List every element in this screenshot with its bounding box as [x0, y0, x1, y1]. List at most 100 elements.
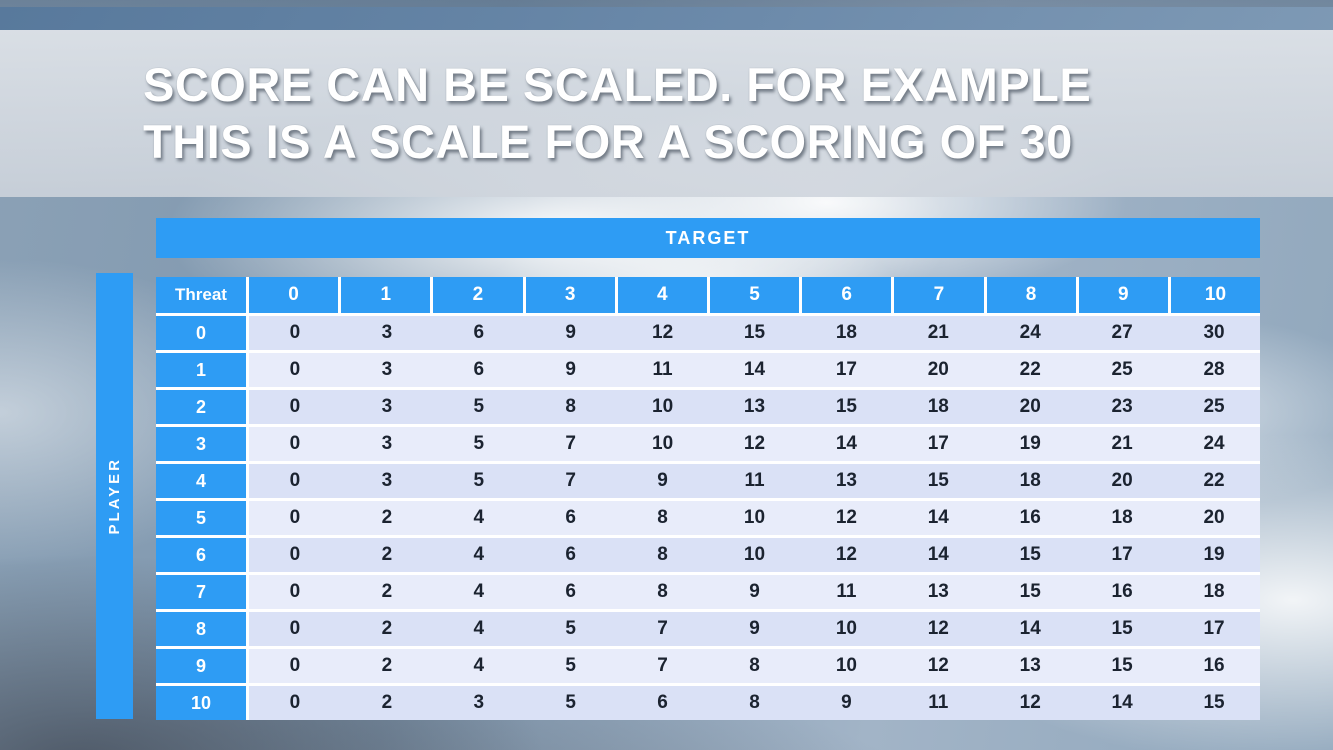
score-values-band: 0 3 5 7 10 12 14 17 19 21 24: [249, 427, 1260, 461]
score-values-band: 0 3 5 8 10 13 15 18 20 23 25: [249, 390, 1260, 424]
score-cell-t9-c9: 15: [1111, 655, 1133, 676]
threat-row-header-0: 0: [156, 316, 246, 350]
score-cell-t0-c8: 24: [1019, 322, 1041, 343]
score-values-band: 0 2 4 6 8 9 11 13 15 16 18: [249, 575, 1260, 609]
score-values-band: 0 3 5 7 9 11 13 15 18 20 22: [249, 464, 1260, 498]
score-cell-t0-c10: 30: [1203, 322, 1225, 343]
score-values-band: 0 3 6 9 12 15 18 21 24 27 30: [249, 316, 1260, 350]
score-cell-t7-c10: 18: [1203, 581, 1225, 602]
score-cell-t7-c7: 13: [927, 581, 949, 602]
score-cell-t1-c10: 28: [1203, 359, 1225, 380]
score-grid: Threat 0 1 2 3 4 5 6 7 8 9 10 0 0 3 6 9 12 15 18 21 24 27 30 1 0 3…: [156, 277, 1261, 720]
score-cell-t5-c10: 20: [1203, 507, 1225, 528]
score-cell-t0-c5: 15: [743, 322, 766, 343]
threat-row-header-10: 10: [156, 686, 246, 720]
score-cell-t5-c5: 10: [743, 507, 766, 528]
score-values-band: 0 2 4 5 7 9 10 12 14 15 17: [249, 612, 1260, 646]
score-cell-t5-c4: 8: [657, 507, 668, 528]
score-cell-t3-c10: 24: [1203, 433, 1225, 454]
score-cell-t0-c6: 18: [835, 322, 857, 343]
threat-row-header-8: 8: [156, 612, 246, 646]
score-cell-t10-c2: 3: [473, 692, 485, 713]
score-cell-t8-c10: 17: [1203, 618, 1225, 639]
score-cell-t1-c8: 22: [1019, 359, 1041, 380]
score-cell-t4-c1: 3: [381, 470, 393, 491]
score-cell-t9-c3: 5: [565, 655, 576, 676]
target-col-header-6: 6: [802, 277, 892, 313]
threat-row-header-5: 5: [156, 501, 246, 535]
score-cell-t0-c0: 0: [289, 322, 301, 343]
score-cell-t3-c2: 5: [473, 433, 485, 454]
score-cell-t7-c2: 4: [473, 581, 485, 602]
score-cell-t4-c2: 5: [473, 470, 485, 491]
score-cell-t6-c9: 17: [1111, 544, 1133, 565]
score-cell-t3-c4: 10: [652, 433, 674, 454]
score-cell-t6-c8: 15: [1019, 544, 1041, 565]
score-cell-t7-c4: 8: [657, 581, 668, 602]
score-cell-t3-c3: 7: [565, 433, 576, 454]
score-cell-t10-c7: 11: [928, 692, 949, 713]
target-col-header-9: 9: [1078, 277, 1168, 313]
score-cell-t2-c1: 3: [381, 396, 393, 417]
target-col-header-7: 7: [894, 277, 984, 313]
score-cell-t3-c5: 12: [743, 433, 766, 454]
table-row-threat-4: 4 0 3 5 7 9 11 13 15 18 20 22: [156, 464, 1260, 498]
threat-row-header-4: 4: [156, 464, 246, 498]
score-cell-t9-c5: 8: [749, 655, 760, 676]
score-cell-t4-c3: 7: [565, 470, 576, 491]
score-cell-t2-c10: 25: [1203, 396, 1225, 417]
score-cell-t6-c6: 12: [835, 544, 857, 565]
table-header-row: Threat 0 1 2 3 4 5 6 7 8 9 10: [156, 277, 1261, 313]
score-cell-t4-c6: 13: [835, 470, 857, 491]
score-cell-t3-c6: 14: [835, 433, 857, 454]
score-cell-t10-c10: 15: [1203, 692, 1225, 713]
table-row-threat-10: 10 0 2 3 5 6 8 9 11 12 14 15: [156, 686, 1260, 720]
score-cell-t2-c3: 8: [565, 396, 576, 417]
score-cell-t6-c7: 14: [927, 544, 949, 565]
player-axis-label: PLAYER: [106, 457, 123, 535]
score-values-band: 0 3 6 9 11 14 17 20 22 25 28: [249, 353, 1260, 387]
score-cell-t0-c1: 3: [381, 322, 393, 343]
score-cell-t6-c1: 2: [381, 544, 393, 565]
score-cell-t6-c2: 4: [473, 544, 485, 565]
table-row-threat-1: 1 0 3 6 9 11 14 17 20 22 25 28: [156, 353, 1260, 387]
score-cell-t10-c5: 8: [749, 692, 760, 713]
target-axis-header: TARGET: [156, 218, 1260, 258]
score-cell-t10-c9: 14: [1111, 692, 1133, 713]
score-cell-t3-c8: 19: [1019, 433, 1041, 454]
target-axis-label: TARGET: [665, 227, 751, 248]
score-cell-t2-c9: 23: [1111, 396, 1133, 417]
score-cell-t4-c9: 20: [1111, 470, 1133, 491]
score-cell-t2-c5: 13: [743, 396, 766, 417]
table-row-threat-5: 5 0 2 4 6 8 10 12 14 16 18 20: [156, 501, 1260, 535]
score-cell-t0-c9: 27: [1111, 322, 1133, 343]
score-cell-t8-c9: 15: [1111, 618, 1133, 639]
score-values-band: 0 2 4 6 8 10 12 14 15 17 19: [249, 538, 1260, 572]
score-cell-t4-c4: 9: [657, 470, 668, 491]
score-cell-t1-c0: 0: [289, 359, 301, 380]
score-cell-t8-c6: 10: [835, 618, 857, 639]
score-cell-t5-c1: 2: [381, 507, 393, 528]
score-cell-t6-c10: 19: [1203, 544, 1225, 565]
threat-row-header-3: 3: [156, 427, 246, 461]
score-cell-t9-c1: 2: [381, 655, 393, 676]
score-cell-t5-c7: 14: [927, 507, 949, 528]
score-cell-t1-c9: 25: [1111, 359, 1133, 380]
score-cell-t8-c1: 2: [381, 618, 393, 639]
score-cell-t1-c5: 14: [743, 359, 766, 380]
table-row-threat-0: 0 0 3 6 9 12 15 18 21 24 27 30: [156, 316, 1260, 350]
score-cell-t5-c3: 6: [565, 507, 576, 528]
score-cell-t4-c10: 22: [1203, 470, 1225, 491]
score-cell-t1-c4: 11: [652, 359, 673, 380]
score-cell-t3-c1: 3: [381, 433, 393, 454]
score-cell-t5-c2: 4: [473, 507, 485, 528]
score-cell-t4-c5: 11: [744, 470, 765, 491]
score-cell-t6-c4: 8: [657, 544, 668, 565]
score-cell-t5-c0: 0: [289, 507, 301, 528]
score-cell-t1-c3: 9: [565, 359, 576, 380]
table-row-threat-2: 2 0 3 5 8 10 13 15 18 20 23 25: [156, 390, 1260, 424]
score-cell-t2-c4: 10: [652, 396, 674, 417]
score-cell-t4-c0: 0: [289, 470, 301, 491]
score-cell-t6-c0: 0: [289, 544, 301, 565]
